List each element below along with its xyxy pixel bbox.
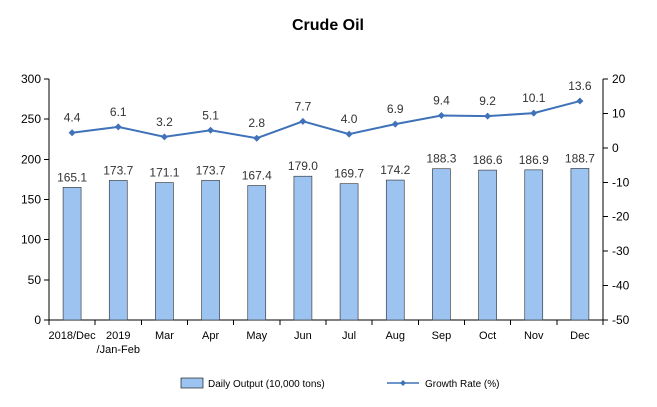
x-category-label: Jul [342,330,356,342]
growth-rate-data-label: 6.1 [110,105,127,119]
x-category-label: Sep [432,330,452,342]
x-category-label: Oct [479,330,496,342]
legend-label-daily-output: Daily Output (10,000 tons) [208,379,325,390]
bar-data-label: 169.7 [334,167,364,181]
bar [570,168,590,321]
growth-rate-point [253,134,261,142]
y-left-tick-label: 250 [21,112,41,126]
growth-rate-point [484,112,492,120]
growth-rate-point [299,117,307,125]
bar-data-label: 165.1 [57,170,87,184]
bar-data-label: 188.3 [426,152,456,166]
growth-rate-point [391,120,399,128]
y-right-tick-label: -30 [612,244,630,258]
growth-rate-point [68,129,76,137]
y-right-tick-label: 0 [612,141,619,155]
line-labels: 4.4 6.1 3.2 5.1 2.8 7.7 4.0 6.9 9.4 9.2 10.1 13.6 [64,79,592,130]
bar-data-label: 167.4 [242,169,272,183]
chart-title: Crude Oil [292,17,364,34]
bar-data-label: 173.7 [103,163,133,177]
y-left-tick-label: 150 [21,193,41,207]
bar-data-label: 186.6 [473,153,503,167]
growth-rate-point [530,109,538,117]
bar-data-label: 171.1 [149,166,179,180]
x-category-label: Jun [294,330,312,342]
legend-marker-growth-rate [400,380,406,386]
bar [201,180,220,321]
bar-data-label: 173.7 [196,163,226,177]
growth-rate-data-label: 10.1 [522,91,546,105]
line-series [68,97,584,142]
growth-rate-point [576,97,584,105]
bar-data-label: 186.9 [519,153,549,167]
bar [247,185,267,321]
growth-rate-line [71,100,581,140]
y-right-tick-label: 10 [612,106,626,120]
y-left-tick-label: 50 [28,273,42,287]
x-category-label: 2018/Dec [49,330,97,342]
x-category-label: Aug [385,330,405,342]
growth-rate-data-label: 3.2 [156,115,173,129]
growth-rate-data-label: 9.4 [433,93,450,107]
growth-rate-point [160,133,168,141]
growth-rate-data-label: 7.7 [295,99,312,113]
y-right-tick-label: -10 [612,175,630,189]
bar [62,187,82,321]
x-category-label: Nov [524,330,544,342]
growth-rate-data-label: 2.8 [248,116,265,130]
growth-rate-data-label: 4.4 [64,111,81,125]
growth-rate-point [345,130,353,138]
x-category-label: Dec [570,330,590,342]
growth-rate-data-label: 4.0 [341,112,358,126]
growth-rate-data-label: 13.6 [568,79,592,93]
y-left-tick-label: 200 [21,152,41,166]
x-category-label: Mar [155,330,174,342]
growth-rate-data-label: 6.9 [387,102,404,116]
y-right-tick-label: -40 [612,279,630,293]
growth-rate-point [114,123,122,131]
bars [62,168,590,321]
x-axis-labels: 2018/Dec 2019/Jan-Feb Mar Apr May Jun Jul Aug Se… [49,330,591,356]
bar [478,169,497,321]
growth-rate-data-label: 9.2 [479,94,496,108]
legend-swatch-daily-output [180,377,204,389]
bar [155,182,174,321]
bar [524,169,544,321]
y-right-tick-label: 20 [612,72,626,86]
y-right-tick-label: -20 [612,210,630,224]
bar-data-label: 188.7 [565,151,595,165]
growth-rate-point [207,126,215,134]
growth-rate-data-label: 5.1 [202,108,219,122]
y-left-tick-label: 300 [21,72,41,86]
axes: 0 50 100 150 200 250 300 -50 -40 -30 -20 -10 0 10 20 [21,72,630,327]
bar [385,179,405,321]
y-left-tick-label: 0 [34,313,41,327]
bar [108,180,128,321]
bar-labels: 165.1 173.7 171.1 173.7 167.4 179.0 169.7 174.2… [57,151,595,184]
bar [293,175,313,321]
x-category-label: Apr [202,330,219,342]
bar-data-label: 179.0 [288,159,318,173]
x-category-label: /Jan-Feb [97,344,140,356]
y-right-tick-label: -50 [612,313,630,327]
bar [339,183,359,321]
bar [432,168,451,321]
y-left-tick-label: 100 [21,233,41,247]
legend: Daily Output (10,000 tons) Growth Rate (… [180,377,499,390]
growth-rate-point [437,111,445,119]
legend-label-growth-rate: Growth Rate (%) [425,379,499,390]
bar-data-label: 174.2 [380,163,410,177]
x-category-label: May [246,330,267,342]
x-category-label: 2019 [106,330,130,342]
